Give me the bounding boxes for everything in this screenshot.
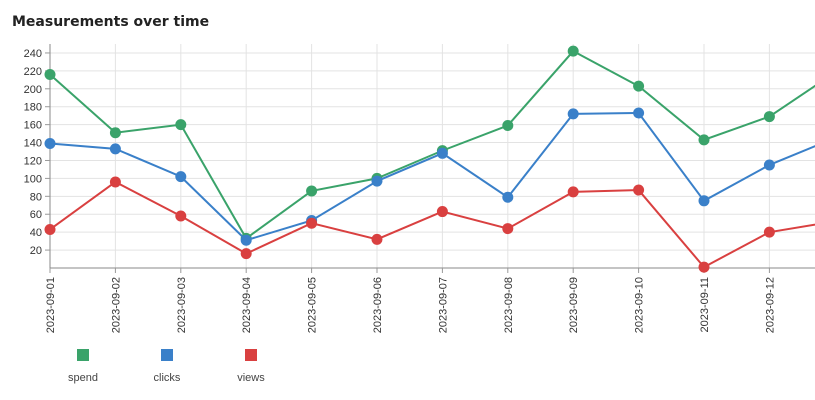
grid xyxy=(49,44,815,268)
x-axis-ticks: 2023-09-01 2023-09-02 2023-09-03 2023-09-04… xyxy=(45,268,776,333)
series-views xyxy=(44,176,815,273)
x-tick-label: 2023-09-12 xyxy=(764,277,776,333)
y-tick-label: 200 xyxy=(24,84,42,96)
series-line-spend xyxy=(49,49,815,240)
data-point-views[interactable] xyxy=(109,176,121,188)
data-point-clicks[interactable] xyxy=(567,108,579,120)
x-tick-label: 2023-09-03 xyxy=(176,277,188,333)
x-tick-label: 2023-09-05 xyxy=(307,277,319,333)
series-line-clicks xyxy=(49,111,815,242)
y-tick-label: 80 xyxy=(30,191,42,203)
data-point-spend[interactable] xyxy=(763,111,775,123)
series-clicks xyxy=(44,107,815,246)
y-tick-label: 240 xyxy=(24,48,42,60)
y-tick-label: 140 xyxy=(24,138,42,150)
data-point-views[interactable] xyxy=(436,206,448,218)
legend-swatch xyxy=(245,349,257,361)
data-point-clicks[interactable] xyxy=(502,191,514,203)
y-tick-label: 40 xyxy=(30,227,42,239)
data-point-views[interactable] xyxy=(306,217,318,229)
data-point-spend[interactable] xyxy=(44,68,56,80)
y-tick-label: 20 xyxy=(30,245,42,257)
data-point-clicks[interactable] xyxy=(633,107,645,119)
x-tick-label: 2023-09-07 xyxy=(437,277,449,333)
data-point-views[interactable] xyxy=(240,248,252,260)
x-tick-label: 2023-09-09 xyxy=(568,277,580,333)
legend: spend clicks views xyxy=(68,349,265,384)
legend-label: clicks xyxy=(154,372,181,384)
data-point-clicks[interactable] xyxy=(109,143,121,155)
data-point-spend[interactable] xyxy=(698,134,710,146)
x-tick-label: 2023-09-01 xyxy=(45,277,57,333)
y-tick-label: 180 xyxy=(24,102,42,114)
y-tick-label: 100 xyxy=(24,173,42,185)
data-point-clicks[interactable] xyxy=(175,171,187,183)
data-point-clicks[interactable] xyxy=(763,159,775,171)
data-point-views[interactable] xyxy=(567,186,579,198)
x-tick-label: 2023-09-06 xyxy=(372,277,384,333)
data-point-clicks[interactable] xyxy=(371,175,383,187)
data-point-spend[interactable] xyxy=(567,45,579,57)
y-tick-label: 160 xyxy=(24,120,42,132)
data-point-spend[interactable] xyxy=(633,80,645,92)
data-point-clicks[interactable] xyxy=(44,137,56,149)
y-tick-label: 60 xyxy=(30,209,42,221)
data-point-views[interactable] xyxy=(175,210,187,222)
legend-item-views[interactable]: views xyxy=(237,349,265,384)
data-point-views[interactable] xyxy=(633,184,645,196)
data-point-views[interactable] xyxy=(698,261,710,273)
data-point-spend[interactable] xyxy=(175,119,187,131)
x-tick-label: 2023-09-02 xyxy=(110,277,122,333)
x-tick-label: 2023-09-10 xyxy=(634,277,646,333)
data-point-spend[interactable] xyxy=(502,120,514,132)
data-point-views[interactable] xyxy=(371,233,383,245)
legend-item-clicks[interactable]: clicks xyxy=(154,349,181,384)
data-point-views[interactable] xyxy=(44,223,56,235)
data-point-clicks[interactable] xyxy=(698,195,710,207)
legend-item-spend[interactable]: spend xyxy=(68,349,98,384)
data-point-clicks[interactable] xyxy=(436,147,448,159)
y-axis-ticks: 20 40 60 80 100 120 140 160 180 200 220 240 xyxy=(24,48,50,257)
x-tick-label: 2023-09-11 xyxy=(699,277,711,332)
legend-swatch xyxy=(161,349,173,361)
data-point-clicks[interactable] xyxy=(240,234,252,246)
data-point-views[interactable] xyxy=(502,223,514,235)
x-tick-label: 2023-09-04 xyxy=(241,277,253,333)
data-point-views[interactable] xyxy=(763,226,775,238)
data-point-spend[interactable] xyxy=(306,185,318,197)
y-tick-label: 120 xyxy=(24,155,42,167)
chart-title: Measurements over time xyxy=(12,14,210,30)
y-tick-label: 220 xyxy=(24,66,42,78)
axes xyxy=(49,44,815,269)
legend-label: views xyxy=(237,372,265,384)
data-point-spend[interactable] xyxy=(109,127,121,139)
legend-label: spend xyxy=(68,372,98,384)
series xyxy=(44,45,815,273)
legend-swatch xyxy=(77,349,89,361)
x-tick-label: 2023-09-08 xyxy=(503,277,515,333)
